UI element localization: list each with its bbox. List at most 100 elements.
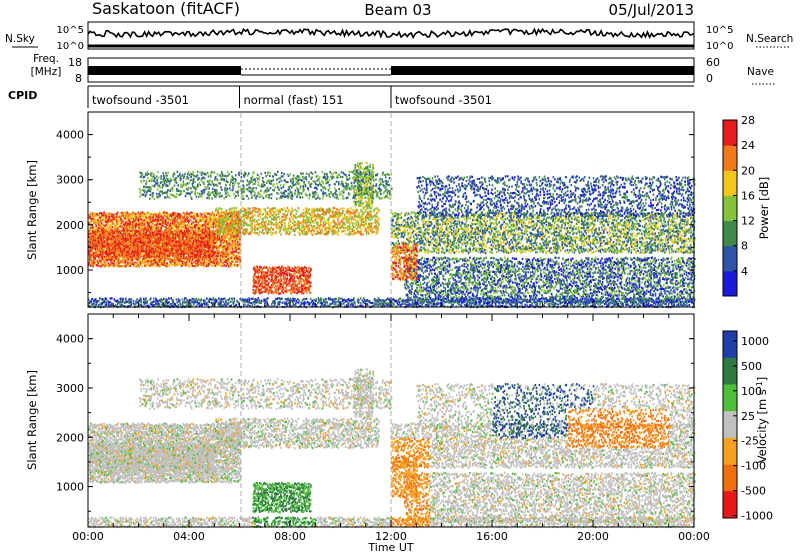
power-cell-4403 [296,274,299,278]
power-cell-1153 [145,221,147,224]
power-cell-4549 [219,214,222,217]
power-cell-1643 [169,224,172,228]
power-cell-3393 [135,234,138,237]
power-cell-4317 [286,277,289,280]
power-cell-1158 [145,260,148,263]
power-cell-3048 [91,240,94,243]
power-cell-1698 [172,221,174,224]
power-cell-111 [93,261,96,264]
power-cell-4658 [236,232,238,235]
power-cell-4563 [220,207,223,211]
power-cell-999 [137,237,140,241]
power-cell-201 [98,244,100,247]
power-cell-867 [131,259,134,262]
power-cell-1299 [152,216,154,219]
power-cell-3212 [112,235,114,238]
power-cell-119 [93,235,96,238]
power-cell-3308 [124,250,126,253]
power-cell-1975 [187,258,189,261]
power-cell-949 [135,226,137,229]
power-cell-3102 [98,254,100,257]
power-cell-1025 [138,218,141,221]
power-cell-2593 [217,211,219,214]
power-cell-4652 [235,226,238,229]
power-cell-931 [134,223,137,226]
power-cell-2686 [222,252,225,255]
power-cell-4376 [294,289,296,292]
power-cell-3228 [113,235,115,238]
power-cell-2353 [205,225,207,228]
power-cell-4092 [260,266,262,269]
power-cell-2010 [188,261,190,264]
power-cell-1797 [177,251,180,254]
power-cell-4855 [264,215,267,218]
power-cell-1433 [159,252,162,255]
power-cell-2449 [210,220,212,223]
power-cell-997 [137,242,140,245]
power-cell-4623 [230,224,233,227]
power-cell-2913 [234,263,236,266]
power-cell-2254 [200,264,203,267]
power-cell-696 [123,223,125,226]
power-cell-2301 [202,225,205,229]
power-cell-3573 [159,247,161,250]
power-cell-3090 [95,230,98,233]
power-cell-4680 [238,215,241,218]
power-cell-2604 [218,225,220,229]
power-cell-2546 [215,252,217,255]
power-cell-397 [107,257,110,260]
power-cell-3172 [106,234,108,237]
power-cell-3072 [94,234,96,237]
power-cell-2975 [237,240,239,243]
power-cell-660 [120,219,123,222]
power-cell-306 [103,258,106,261]
power-cell-1233 [149,249,152,252]
power-cell-2395 [207,218,210,221]
power-cell-3783 [186,241,189,244]
power-cell-157 [95,221,97,224]
power-cell-307 [103,255,106,258]
power-cell-3088 [95,238,98,241]
power-cell-1616 [169,247,171,250]
power-cell-4657 [235,206,238,210]
power-cell-3131 [101,251,104,254]
power-cell-2600 [218,236,221,239]
power-cell-3055 [92,242,94,245]
power-cell-2300 [203,230,205,233]
power-cell-2582 [217,255,219,258]
power-cell-750 [125,219,128,223]
power-cell-3858 [195,236,197,239]
power-cell-1736 [174,220,176,224]
power-cell-2009 [188,265,191,268]
power-cell-665 [121,256,124,259]
power-cell-4169 [269,268,272,271]
power-cell-2905 [233,230,235,233]
power-cell-1243 [149,216,152,219]
power-cell-2937 [235,248,237,251]
power-cell-3801 [188,229,190,232]
power-cell-3093 [97,249,99,252]
power-cell-4765 [250,224,253,227]
power-cell-1525 [164,244,166,247]
power-cell-2383 [207,251,209,254]
power-cell-346 [105,243,107,246]
power-cell-208 [98,223,100,226]
power-cell-323 [105,258,107,261]
power-cell-3225 [113,251,116,254]
power-cell-1936 [184,264,187,267]
power-cell-2320 [203,224,206,227]
power-cell-1663 [170,217,173,220]
power-cell-2008 [187,213,189,216]
power-cell-1852 [180,256,182,259]
power-cell-186 [97,235,99,238]
power-cell-1672 [171,244,174,247]
power-cell-2864 [231,245,233,248]
power-cell-1226 [148,215,151,218]
power-cell-448 [110,213,112,216]
power-cell-3122 [101,256,103,259]
power-cell-533 [114,235,116,238]
power-cell-2078 [191,264,194,268]
power-cell-1993 [187,255,190,258]
power-cell-96 [93,254,95,257]
power-cell-4944 [279,217,281,220]
